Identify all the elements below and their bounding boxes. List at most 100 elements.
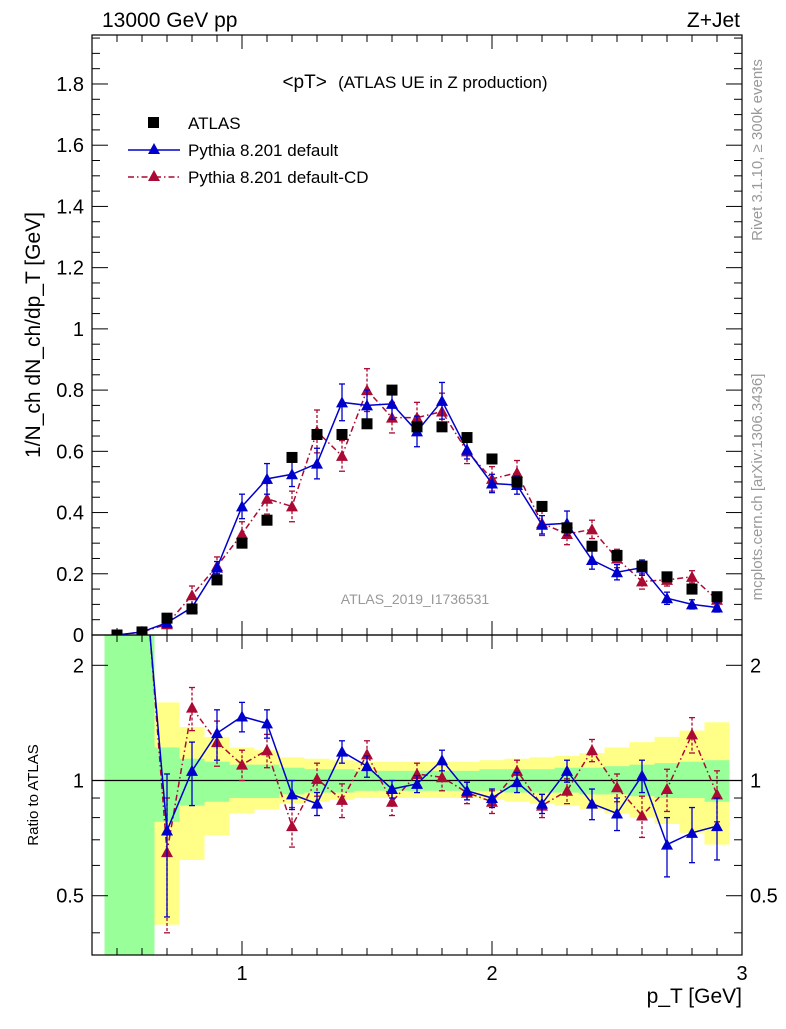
plot-title-main: <pT>: [282, 72, 326, 93]
main-cd-point: [336, 449, 348, 461]
main-default-point: [661, 592, 673, 604]
ratio-cd-point: [386, 795, 398, 807]
band-inner: [104, 635, 155, 955]
ratio-cd-point: [586, 744, 598, 756]
ratio-default-point: [311, 797, 323, 809]
main-atlas-point: [361, 418, 373, 430]
x-tick-label: 2: [486, 963, 497, 985]
main-cd-point: [636, 575, 648, 587]
ratio-default-point: [236, 710, 248, 722]
ratio-cd-point: [436, 771, 448, 783]
main-default-point: [486, 477, 498, 489]
x-tick-label: 3: [736, 963, 747, 985]
y-tick-label-main: 0.4: [56, 503, 84, 525]
legend-marker-atlas: [148, 117, 159, 128]
main-default-point: [386, 397, 398, 409]
main-atlas-point: [711, 591, 723, 603]
y-axis-label-ratio-text: Ratio to ATLAS: [25, 744, 42, 845]
ratio-cd-point: [711, 788, 723, 800]
main-default-point: [311, 457, 323, 469]
ratio-default-point: [536, 797, 548, 809]
analysis-id: ATLAS_2019_I1736531: [341, 591, 490, 607]
ratio-default-point: [286, 788, 298, 800]
ratio-default-point: [461, 784, 473, 796]
band-inner: [229, 764, 255, 799]
ratio-cd-point: [336, 793, 348, 805]
y-tick-label-ratio: 2: [73, 655, 84, 677]
main-cd-point: [511, 466, 523, 478]
legend-label-default: Pythia 8.201 default: [188, 141, 339, 160]
ratio-default-point: [636, 769, 648, 781]
y-tick-label-ratio-right: 0.5: [750, 886, 778, 908]
main-atlas-point: [686, 583, 698, 595]
y-tick-label-main: 1.4: [56, 196, 84, 218]
header-right: Z+Jet: [687, 9, 740, 32]
y-axis-label-main: 1/N_ch dN_ch/dp_T [GeV]: [22, 212, 45, 458]
ratio-cd-point: [686, 728, 698, 740]
y-tick-label-ratio-right: 2: [750, 655, 761, 677]
axis-ticks: [91, 35, 743, 955]
main-atlas-point: [536, 500, 548, 512]
ratio-cd-point: [186, 701, 198, 713]
main-atlas-point: [661, 571, 673, 583]
y-tick-label-main: 0: [73, 625, 84, 647]
main-default-point: [711, 601, 723, 613]
y-tick-label-main: 0.2: [56, 564, 84, 586]
rivet-label: Rivet 3.1.10, ≥ 300k events: [749, 59, 766, 241]
ratio-default-point: [386, 783, 398, 795]
ratio-default-point: [336, 745, 348, 757]
y-tick-label-main: 1.2: [56, 258, 84, 280]
y-tick-label-main: 0.6: [56, 441, 84, 463]
main-default-point: [611, 566, 623, 578]
main-default-point: [336, 396, 348, 408]
main-atlas-point: [161, 612, 173, 624]
y-axis-label-main-text: 1/N_ch dN_ch/dp_T [GeV]: [22, 212, 45, 458]
main-atlas-point: [336, 428, 348, 440]
main-cd-point: [686, 570, 698, 582]
ratio-default-point: [686, 826, 698, 838]
uncertainty-bands: [104, 635, 730, 955]
main-atlas-point: [211, 574, 223, 586]
main-cd-point: [286, 500, 298, 512]
x-tick-label: 1: [236, 963, 247, 985]
main-default-point: [461, 443, 473, 455]
ratio-cd-point: [236, 758, 248, 770]
legend-label-atlas: ATLAS: [188, 114, 241, 133]
legend-label-cd: Pythia 8.201 default-CD: [188, 168, 369, 187]
header-left: 13000 GeV pp: [102, 9, 237, 32]
band-inner: [679, 761, 705, 799]
ratio-cd-point: [561, 784, 573, 796]
ratio-default-point: [186, 764, 198, 776]
main-atlas-point: [186, 603, 198, 615]
main-default-point: [236, 500, 248, 512]
ratio-default-point: [611, 807, 623, 819]
main-cd-point: [236, 527, 248, 539]
main-cd-point: [186, 589, 198, 601]
ratio-default-point: [161, 824, 173, 836]
main-atlas-point: [411, 421, 423, 433]
ratio-default-point: [586, 797, 598, 809]
main-atlas-point: [386, 384, 398, 396]
ratio-series: [149, 635, 723, 934]
y-tick-label-main: 1: [73, 319, 84, 341]
main-atlas-point: [461, 432, 473, 444]
main-default-point: [586, 554, 598, 565]
x-axis-label: p_T [GeV]: [647, 985, 742, 1008]
ratio-default-point: [486, 792, 498, 804]
main-atlas-point: [611, 549, 623, 561]
band-inner: [204, 761, 230, 802]
main-cd-point: [261, 492, 273, 504]
ratio-default-point: [711, 820, 723, 832]
main-series: [111, 368, 723, 635]
ratio-cd-point: [661, 783, 673, 795]
ratio-cd-point: [361, 748, 373, 760]
main-atlas-point: [561, 522, 573, 534]
ratio-default-point: [561, 764, 573, 776]
y-tick-label-main: 0.8: [56, 380, 84, 402]
ratio-default-point: [261, 717, 273, 729]
ratio-cd-point: [611, 781, 623, 793]
y-tick-label-ratio: 1: [73, 771, 84, 793]
legend: ATLAS Pythia 8.201 default Pythia 8.201 …: [128, 114, 369, 187]
ratio-cd-point: [261, 744, 273, 756]
